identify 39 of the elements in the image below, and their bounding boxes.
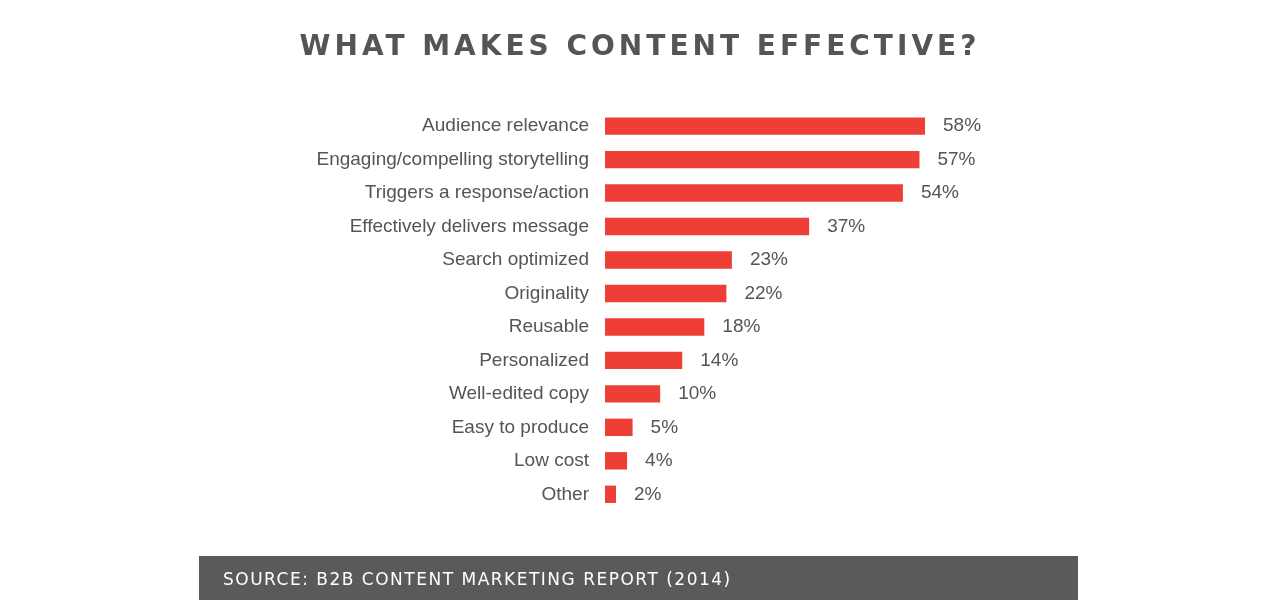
data-label: 57% — [937, 147, 976, 169]
data-label: 58% — [943, 114, 982, 136]
bar — [605, 318, 705, 336]
y-tick-label: Low cost — [514, 449, 590, 471]
y-tick-label: Personalized — [479, 348, 589, 370]
data-label: 10% — [678, 382, 717, 404]
bar — [605, 385, 661, 403]
y-tick-label: Effectively delivers message — [349, 214, 589, 236]
bar — [605, 452, 628, 470]
bar — [605, 284, 727, 303]
y-tick-label: Search optimized — [442, 248, 589, 270]
bar — [605, 117, 925, 135]
data-label: 37% — [827, 214, 866, 236]
data-label: 18% — [722, 315, 761, 337]
source-note: SOURCE: B2B CONTENT MARKETING REPORT (2014) — [223, 568, 732, 591]
chart-title: WHAT MAKES CONTENT EFFECTIVE? — [298, 28, 982, 64]
bar — [605, 251, 732, 269]
y-tick-label: Originality — [504, 281, 590, 303]
data-label: 54% — [920, 181, 960, 203]
data-label: 23% — [749, 248, 789, 270]
bar — [605, 418, 633, 437]
bar — [605, 184, 903, 202]
y-tick-label: Engaging/compelling storytelling — [316, 147, 589, 169]
y-tick-label: Well-edited copy — [448, 382, 590, 404]
bar — [605, 351, 683, 370]
y-tick-label: Easy to produce — [451, 415, 589, 437]
data-label: 14% — [700, 348, 739, 370]
data-label: 22% — [744, 281, 783, 303]
data-label: 4% — [645, 449, 673, 471]
data-label: 5% — [650, 415, 679, 437]
footer-banner: SOURCE: B2B CONTENT MARKETING REPORT (2014) — [199, 556, 1078, 600]
bar — [605, 485, 617, 503]
y-tick-label: Triggers a response/action — [364, 181, 589, 203]
y-tick-label: Other — [541, 482, 590, 504]
y-tick-label: Audience relevance — [422, 114, 589, 136]
data-label: 2% — [634, 482, 662, 504]
bar — [605, 217, 810, 236]
y-tick-label: Reusable — [508, 315, 589, 337]
bar — [605, 150, 920, 169]
